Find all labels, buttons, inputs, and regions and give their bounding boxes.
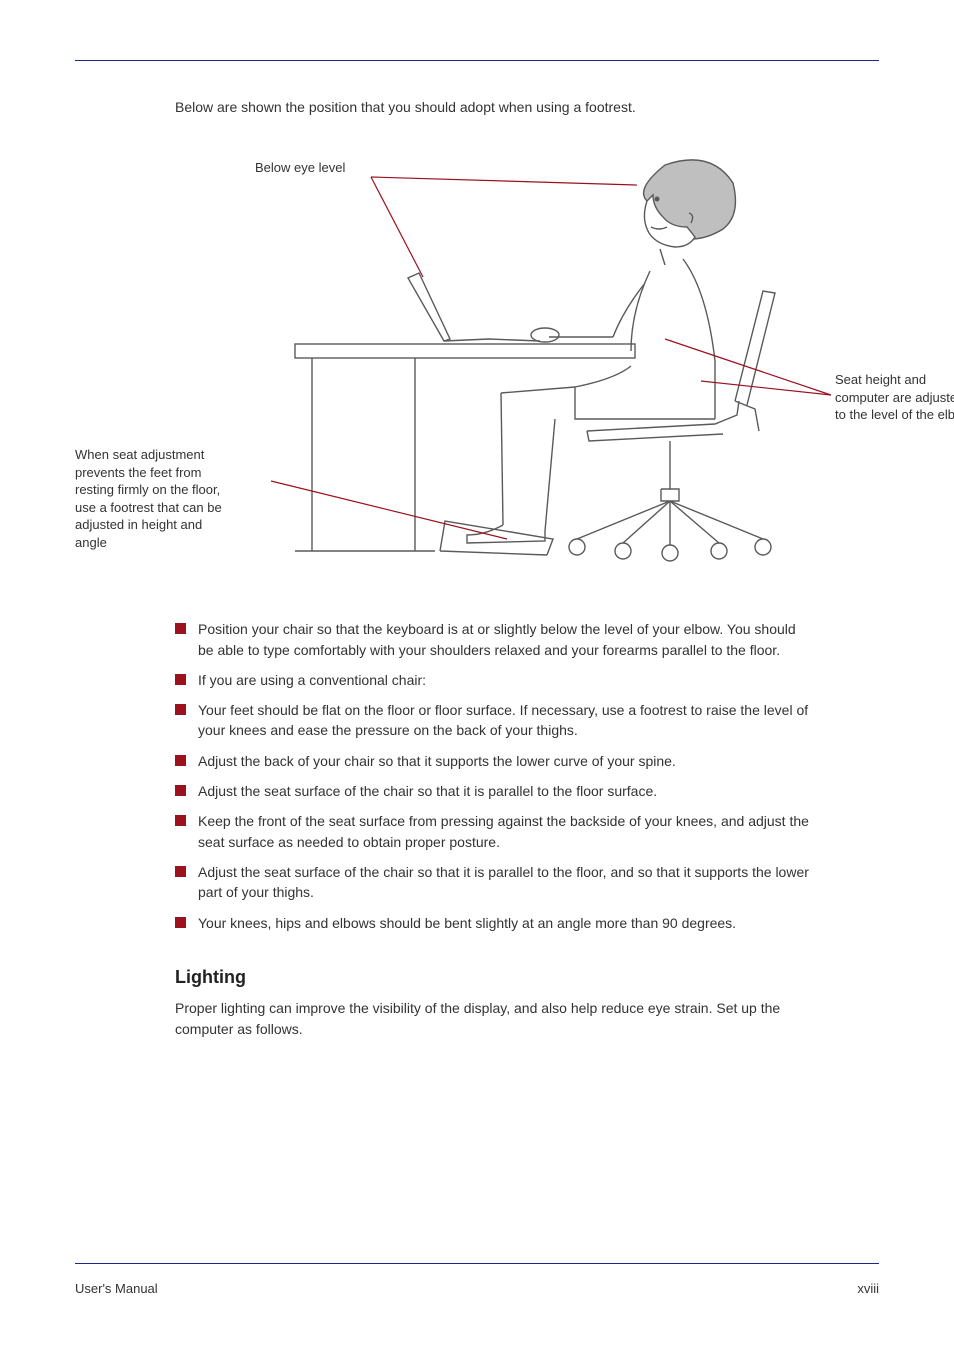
bullet-item: Keep the front of the seat surface from …: [175, 811, 815, 852]
bullet-text: Adjust the seat surface of the chair so …: [198, 781, 815, 801]
callout-footrest: When seat adjustment prevents the feet f…: [75, 446, 235, 551]
bullet-text: Keep the front of the seat surface from …: [198, 811, 815, 852]
bullet-text: Position your chair so that the keyboard…: [198, 619, 815, 660]
bullet-item: Adjust the seat surface of the chair so …: [175, 781, 815, 801]
footer-left: User's Manual: [75, 1281, 158, 1296]
page: Below are shown the position that you sh…: [0, 0, 954, 1352]
bullet-item: Your knees, hips and elbows should be be…: [175, 913, 815, 933]
top-rule: [75, 60, 879, 61]
bullet-text: If you are using a conventional chair:: [198, 670, 815, 690]
bullet-icon: [175, 917, 186, 928]
bullet-icon: [175, 815, 186, 826]
bullet-text: Your knees, hips and elbows should be be…: [198, 913, 815, 933]
bullet-icon: [175, 866, 186, 877]
callout-display: Below eye level: [255, 159, 345, 177]
bullet-list: Position your chair so that the keyboard…: [175, 619, 815, 933]
section-heading: Lighting: [175, 967, 879, 988]
bullet-item: Position your chair so that the keyboard…: [175, 619, 815, 660]
bullet-item: Adjust the seat surface of the chair so …: [175, 862, 815, 903]
bullet-item: Your feet should be flat on the floor or…: [175, 700, 815, 741]
bullet-icon: [175, 785, 186, 796]
bullet-icon: [175, 674, 186, 685]
footer-right: xviii: [857, 1281, 879, 1296]
bullet-icon: [175, 755, 186, 766]
bullet-text: Adjust the back of your chair so that it…: [198, 751, 815, 771]
bottom-rule: [75, 1263, 879, 1264]
bullet-text: Your feet should be flat on the floor or…: [198, 700, 815, 741]
callout-seat: Seat height and computer are adjusted to…: [835, 371, 954, 424]
section-body: Proper lighting can improve the visibili…: [175, 998, 815, 1040]
bullet-icon: [175, 704, 186, 715]
footer: User's Manual xviii: [75, 1281, 879, 1296]
bullet-text: Adjust the seat surface of the chair so …: [198, 862, 815, 903]
intro-text: Below are shown the position that you sh…: [175, 97, 815, 117]
bullet-item: If you are using a conventional chair:: [175, 670, 815, 690]
ergonomics-figure: Below eye level Seat height and computer…: [75, 141, 879, 601]
bullet-item: Adjust the back of your chair so that it…: [175, 751, 815, 771]
bullet-icon: [175, 623, 186, 634]
